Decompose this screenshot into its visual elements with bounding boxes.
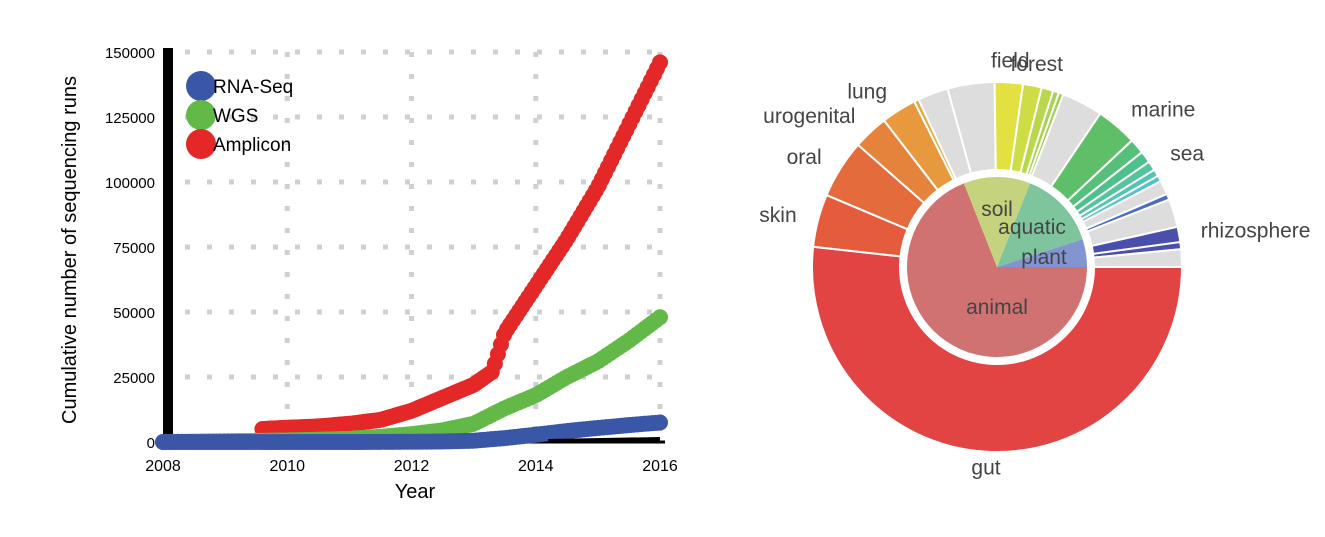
y-axis-label: Cumulative number of sequencing runs xyxy=(59,76,81,424)
legend-marker xyxy=(186,129,216,159)
data-point xyxy=(652,54,668,71)
legend-label: RNA-Seq xyxy=(213,77,293,98)
legend: RNA-Seq WGS Amplicon xyxy=(186,71,293,159)
y-tick-label: 100000 xyxy=(105,175,155,192)
inner-slice-animal xyxy=(907,183,1087,358)
outer-ring xyxy=(811,81,1184,453)
outer-label-urogenital: urogenital xyxy=(763,105,855,128)
y-tick-label: 125000 xyxy=(105,110,155,127)
x-axis-label: Year xyxy=(395,481,436,503)
outer-label-marine: marine xyxy=(1131,98,1195,121)
outer-label-forest: forest xyxy=(1010,53,1063,76)
inner-pie xyxy=(907,177,1087,358)
series-rna-seq xyxy=(155,414,668,450)
y-tick-label: 75000 xyxy=(113,240,155,257)
inner-slice-aquatic xyxy=(997,183,1083,267)
outer-label-oral: oral xyxy=(787,146,822,169)
outer-label-lung: lung xyxy=(847,81,887,104)
tick-labels: 0 25000 50000 75000 100000 125000 150000 2008 20… xyxy=(105,45,678,475)
x-tick-label: 2008 xyxy=(145,458,181,475)
outer-label-sea: sea xyxy=(1170,143,1204,166)
inner-label-animal: animal xyxy=(966,296,1028,319)
data-point xyxy=(652,309,668,326)
baseline-trace xyxy=(548,437,661,443)
series-amplicon xyxy=(254,54,668,437)
x-tick-label: 2016 xyxy=(642,458,678,475)
inner-slice-plant xyxy=(997,239,1087,267)
y-tick-label: 150000 xyxy=(105,45,155,62)
outer-slice xyxy=(1092,248,1184,268)
x-tick-label: 2014 xyxy=(518,458,554,475)
outer-label-skin: skin xyxy=(759,204,796,227)
series-group xyxy=(155,54,668,450)
legend-marker xyxy=(186,100,216,130)
inner-label-soil: soil xyxy=(981,198,1013,221)
data-point xyxy=(652,414,668,431)
legend-marker xyxy=(186,71,216,101)
inner-label-plant: plant xyxy=(1021,246,1067,269)
outer-label-gut: gut xyxy=(971,457,1000,480)
legend-label: Amplicon xyxy=(213,135,291,156)
inner-label-aquatic: aquatic xyxy=(998,216,1066,239)
y-tick-label: 0 xyxy=(147,435,155,452)
x-tick-label: 2012 xyxy=(394,458,430,475)
outer-slice-gut xyxy=(811,245,1184,453)
y-tick-label: 25000 xyxy=(113,370,155,387)
outer-label-field: field xyxy=(991,49,1030,72)
inner-slice-soil xyxy=(963,177,1031,267)
x-tick-label: 2010 xyxy=(269,458,305,475)
y-tick-label: 50000 xyxy=(113,305,155,322)
legend-label: WGS xyxy=(213,106,258,127)
outer-label-rhizosphere: rhizosphere xyxy=(1201,220,1311,243)
line-chart: 0 25000 50000 75000 100000 125000 150000 2008 20… xyxy=(59,45,678,503)
